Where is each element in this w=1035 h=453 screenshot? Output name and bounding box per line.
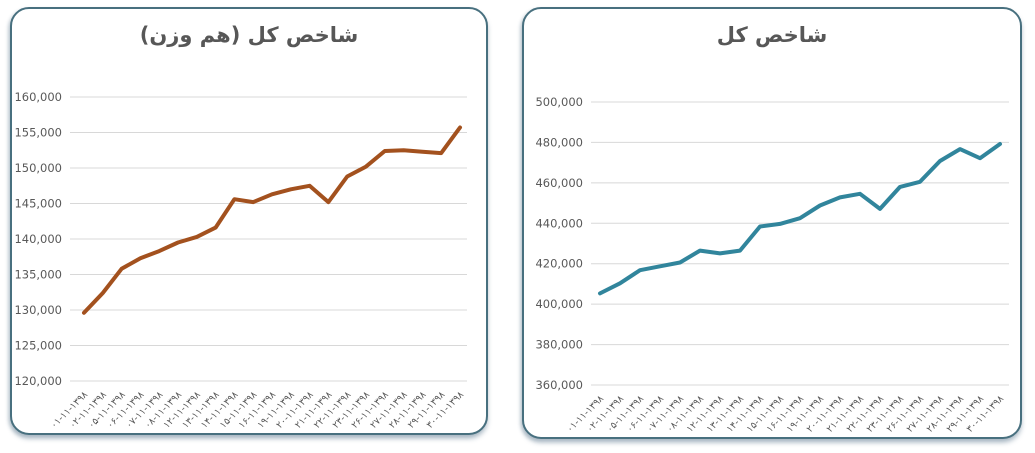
series-line [598, 142, 1002, 296]
total-index-chart-title: شاخص کل [716, 23, 828, 47]
y-tick-label: 125,000 [14, 339, 62, 353]
y-tick-label: 440,000 [535, 216, 583, 230]
y-tick-label: 500,000 [535, 95, 583, 109]
y-tick-label: 160,000 [14, 90, 62, 104]
equal-weight-index-chart-title: شاخص کل (هم وزن) [139, 23, 359, 47]
series-line [82, 125, 462, 315]
y-tick-label: 460,000 [535, 176, 583, 190]
equal-weight-index-chart-card: 160,000 155,000 150,000 145,000 140,000 135,0… [10, 7, 488, 435]
y-tick-label: 360,000 [535, 378, 583, 392]
y-tick-label: 140,000 [14, 232, 62, 246]
y-tick-label: 130,000 [14, 303, 62, 317]
total-index-plot: 500,000 480,000 460,000 440,000 420,000 400,0… [535, 95, 1009, 435]
y-tick-label: 120,000 [14, 374, 62, 388]
y-tick-label: 135,000 [14, 268, 62, 282]
y-tick-label: 400,000 [535, 297, 583, 311]
y-tick-label: 145,000 [14, 197, 62, 211]
y-tick-label: 480,000 [535, 135, 583, 149]
y-tick-label: 420,000 [535, 257, 583, 271]
y-tick-label: 155,000 [14, 126, 62, 140]
equal-weight-index-plot: 160,000 155,000 150,000 145,000 140,000 135,0… [14, 90, 467, 431]
y-tick-label: 150,000 [14, 161, 62, 175]
y-tick-label: 380,000 [535, 338, 583, 352]
total-index-chart-card: 500,000 480,000 460,000 440,000 420,000 400,0… [522, 7, 1022, 439]
